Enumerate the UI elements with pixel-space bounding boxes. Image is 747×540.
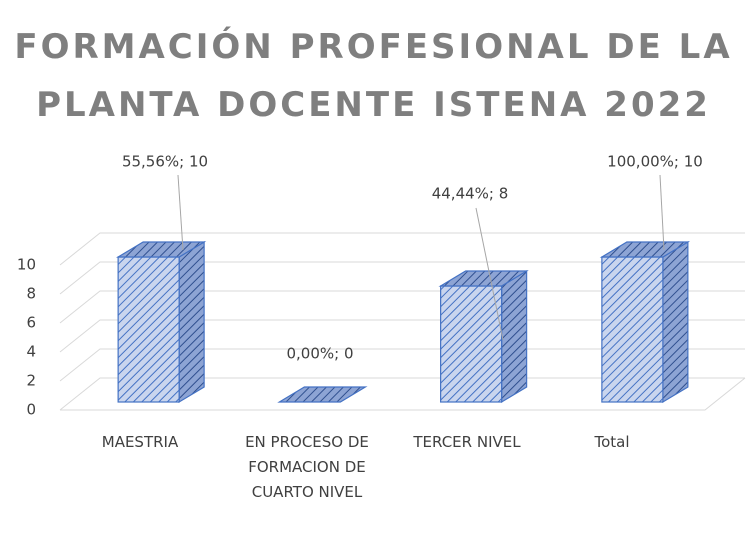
y-tick-label: 2: [26, 372, 36, 390]
bar-top: [277, 386, 368, 403]
bar: [440, 285, 503, 403]
x-tick-label: EN PROCESO DE FORMACION DE CUARTO NIVEL: [245, 433, 369, 501]
data-label: 0,00%; 0: [286, 345, 353, 363]
floor-edge: [60, 377, 746, 411]
bar-side: [662, 240, 689, 404]
y-tick-label: 8: [26, 285, 36, 303]
grid-line: [59, 319, 745, 353]
bar-side: [501, 269, 528, 404]
bar: [117, 256, 180, 403]
bar-side: [178, 240, 205, 404]
chart-title: FORMACIÓN PROFESIONAL DE LA PLANTA DOCEN…: [14, 27, 733, 125]
data-label: 100,00%; 10: [607, 153, 703, 171]
grid-line: [59, 290, 745, 324]
y-tick-label: 6: [26, 314, 36, 332]
x-tick-label: TERCER NIVEL: [413, 433, 521, 451]
grid-line: [59, 377, 745, 411]
data-label: 44,44%; 8: [432, 185, 509, 203]
y-tick-label: 0: [26, 401, 36, 419]
bar: [601, 256, 664, 403]
leader-line: [475, 207, 504, 341]
bar-top: [438, 270, 529, 287]
y-tick-label: 4: [26, 343, 36, 361]
bar-top: [599, 241, 691, 258]
leader-line: [177, 174, 184, 251]
grid-line: [59, 261, 745, 295]
x-tick-label: MAESTRIA: [101, 433, 179, 451]
grid-line: [59, 232, 745, 266]
y-tick-label: 10: [17, 256, 36, 274]
data-label: 55,56%; 10: [122, 153, 208, 171]
grid-line: [59, 348, 745, 382]
leader-line: [659, 174, 665, 251]
x-tick-label: Total: [594, 433, 630, 451]
